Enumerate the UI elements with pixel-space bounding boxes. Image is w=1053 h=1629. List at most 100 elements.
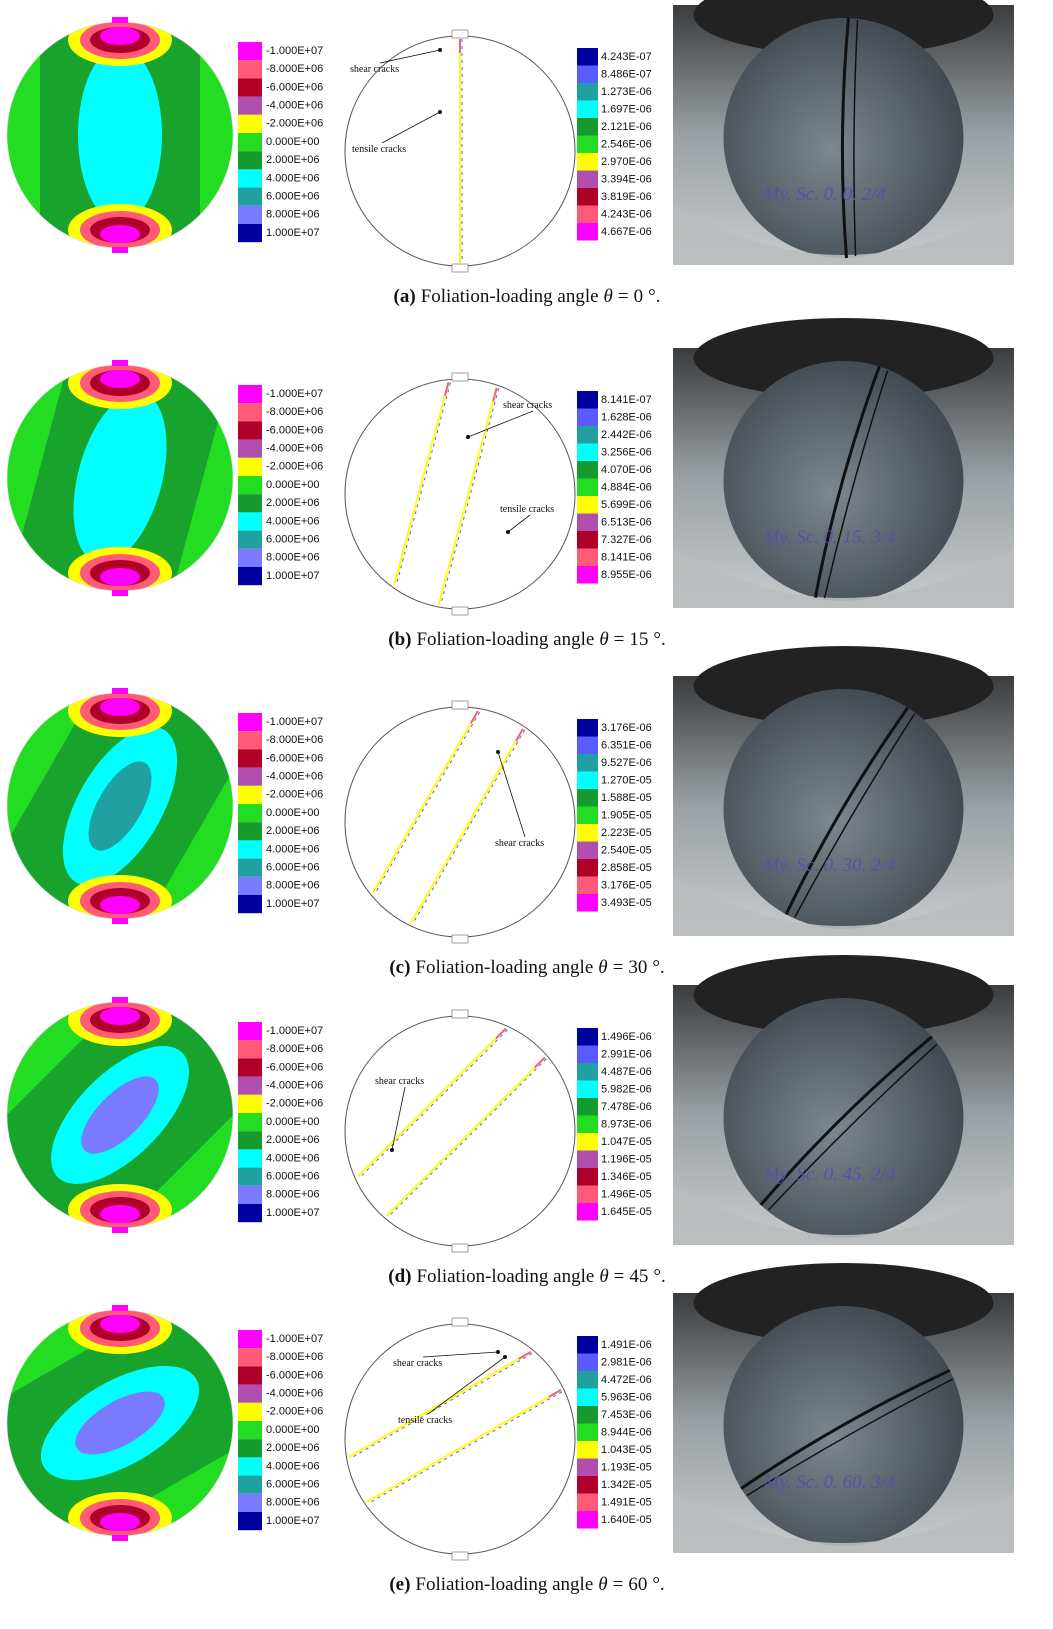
- legend-label: -4.000E+06: [266, 1388, 323, 1400]
- caption-unit: °.: [652, 1574, 664, 1595]
- lobe: [100, 568, 140, 586]
- legend-swatch: [238, 78, 262, 96]
- legend-swatch: [577, 206, 598, 224]
- caption-angle: 60: [628, 1574, 647, 1595]
- legend-swatch: [577, 531, 598, 549]
- legend-label: 6.000E+06: [266, 1171, 320, 1183]
- arrow-head: [438, 110, 442, 114]
- arrow-head: [503, 1355, 507, 1359]
- legend-swatch: [238, 512, 262, 530]
- caption-equals: =: [613, 957, 624, 978]
- arrow-head: [390, 1148, 394, 1152]
- legend-swatch: [577, 479, 598, 497]
- legend-swatch: [577, 1494, 598, 1512]
- legend-swatch: [577, 754, 598, 772]
- legend-label: 1.496E-06: [601, 1031, 652, 1043]
- legend-label: -2.000E+06: [266, 789, 323, 801]
- annotation: shear cracks: [503, 400, 552, 411]
- legend-label: 6.351E-06: [601, 739, 652, 751]
- legend-label: -8.000E+06: [266, 406, 323, 418]
- legend-swatch: [238, 421, 262, 439]
- legend-label: 6.000E+06: [266, 534, 320, 546]
- annotation: shear cracks: [375, 1076, 424, 1087]
- legend-label: 4.000E+06: [266, 172, 320, 184]
- legend-label: 1.491E-05: [601, 1496, 652, 1508]
- platen: [112, 1305, 128, 1311]
- legend-label: 4.243E-07: [601, 51, 652, 63]
- panel: -1.000E+07-8.000E+06-6.000E+06-4.000E+06…: [4, 312, 1014, 650]
- legend-swatch: [238, 403, 262, 421]
- legend-label: 4.000E+06: [266, 843, 320, 855]
- legend-label: 1.588E-05: [601, 792, 652, 804]
- caption-label: (d): [388, 1266, 411, 1287]
- caption-text: Foliation-loading angle: [421, 286, 599, 307]
- photo-label: My. Sc. 0. 30. 2/4: [763, 855, 896, 876]
- legend-label: -2.000E+06: [266, 461, 323, 473]
- arrow-head: [496, 750, 500, 754]
- legend-label: 8.000E+06: [266, 209, 320, 221]
- platen: [112, 1535, 128, 1541]
- platen: [452, 1244, 468, 1252]
- legend-label: 4.667E-06: [601, 226, 652, 238]
- platen: [112, 688, 128, 694]
- legend-swatch: [238, 749, 262, 767]
- lobe: [100, 1205, 140, 1223]
- legend-swatch: [238, 1204, 262, 1222]
- lobe: [100, 698, 140, 716]
- legend-label: -1.000E+07: [266, 1333, 323, 1345]
- legend-swatch: [238, 531, 262, 549]
- legend-label: 3.176E-06: [601, 722, 652, 734]
- legend-swatch: [577, 549, 598, 567]
- legend-label: 4.000E+06: [266, 515, 320, 527]
- panel: -1.000E+07-8.000E+06-6.000E+06-4.000E+06…: [0, 1263, 1014, 1595]
- legend-label: 1.491E-06: [601, 1339, 652, 1351]
- legend-swatch: [238, 877, 262, 895]
- legend-label: -8.000E+06: [266, 734, 323, 746]
- legend-label: 9.527E-06: [601, 757, 652, 769]
- legend-label: 5.699E-06: [601, 499, 652, 511]
- legend-label: 7.453E-06: [601, 1409, 652, 1421]
- annotation: tensile cracks: [398, 1415, 452, 1426]
- photo-label: My. Sc. 0. 0. 2/4: [763, 184, 887, 205]
- arrow-head: [438, 48, 442, 52]
- legend-swatch: [238, 1512, 262, 1530]
- caption-label: (a): [394, 286, 416, 307]
- legend-swatch: [238, 206, 262, 224]
- platen: [452, 607, 468, 615]
- legend-swatch: [577, 1476, 598, 1494]
- legend-swatch: [577, 426, 598, 444]
- platen: [452, 935, 468, 943]
- annotation: tensile cracks: [500, 504, 554, 515]
- legend-label: -2.000E+06: [266, 1406, 323, 1418]
- legend-label: -1.000E+07: [266, 1025, 323, 1037]
- platen: [452, 1552, 468, 1560]
- legend-label: 0.000E+00: [266, 1116, 320, 1128]
- legend-label: 1.000E+07: [266, 898, 320, 910]
- legend-swatch: [577, 118, 598, 136]
- legend-swatch: [238, 567, 262, 585]
- legend-label: 3.176E-05: [601, 879, 652, 891]
- legend-swatch: [238, 1095, 262, 1113]
- legend-swatch: [238, 440, 262, 458]
- legend-label: -6.000E+06: [266, 81, 323, 93]
- legend-swatch: [238, 1421, 262, 1439]
- arrow-head: [496, 1350, 500, 1354]
- legend-label: 1.905E-05: [601, 809, 652, 821]
- legend-label: -1.000E+07: [266, 716, 323, 728]
- caption-unit: °.: [652, 957, 664, 978]
- platen: [452, 701, 468, 709]
- panel: -1.000E+07-8.000E+06-6.000E+06-4.000E+06…: [0, 952, 1014, 1287]
- legend-label: -8.000E+06: [266, 1043, 323, 1055]
- legend-label: -8.000E+06: [266, 63, 323, 75]
- legend-swatch: [577, 391, 598, 409]
- legend-label: 8.973E-06: [601, 1118, 652, 1130]
- legend-swatch: [577, 461, 598, 479]
- caption-unit: °.: [648, 286, 660, 307]
- legend-swatch: [238, 1330, 262, 1348]
- legend-swatch: [238, 804, 262, 822]
- photo-label: My. Sc. 0. 45. 2/4: [763, 1164, 896, 1185]
- legend-swatch: [238, 151, 262, 169]
- caption-label: (c): [389, 957, 410, 978]
- legend-swatch: [577, 1098, 598, 1116]
- legend-label: 0.000E+00: [266, 136, 320, 148]
